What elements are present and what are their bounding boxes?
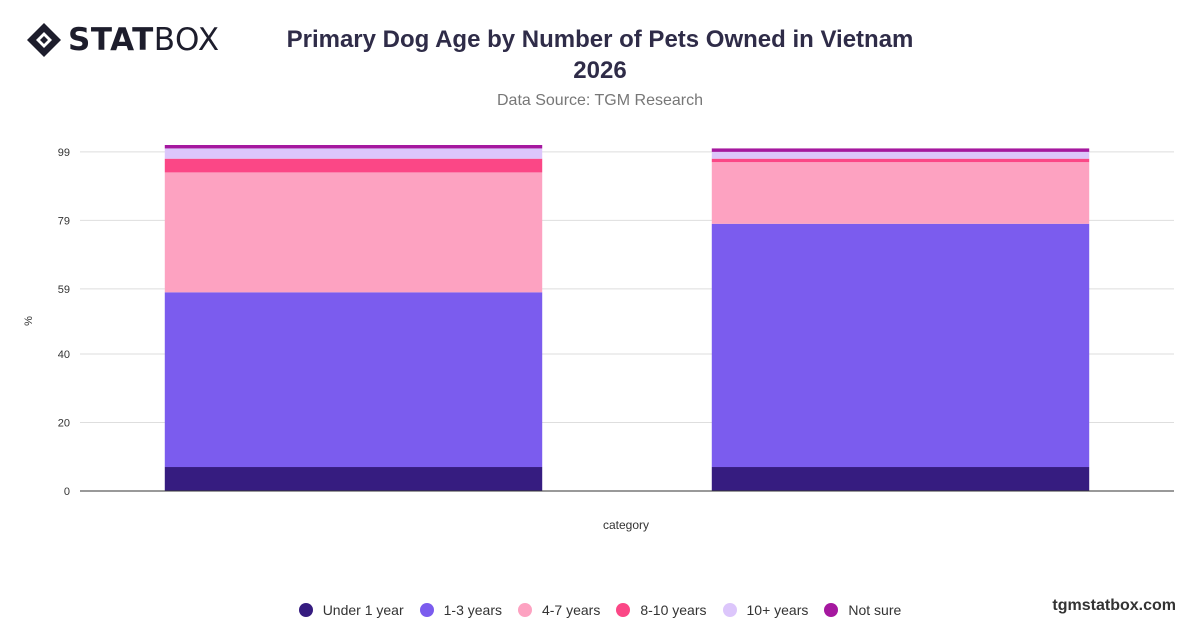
website-watermark[interactable]: tgmstatbox.com xyxy=(1052,597,1176,614)
legend-marker xyxy=(298,603,313,617)
legend-label: Under 1 year xyxy=(322,602,404,618)
chart-title: Primary Dog Age by Number of Pets Owned … xyxy=(200,24,1000,86)
y-tick-label: 40 xyxy=(58,349,70,361)
logo-text: STATBOX xyxy=(68,21,220,58)
x-axis-label: category xyxy=(603,518,649,532)
bar-segment xyxy=(711,467,1090,491)
logo-text-bold: STAT xyxy=(68,21,154,58)
chart-legend: Under 1 year 1-3 years 4-7 years 8-10 years… xyxy=(0,602,1200,618)
chart-title-line-1: Primary Dog Age by Number of Pets Owned … xyxy=(286,26,914,53)
y-tick-label: 20 xyxy=(58,417,70,429)
y-tick-label: 59 xyxy=(58,284,70,296)
diamond-logo-icon xyxy=(27,23,61,57)
legend-marker xyxy=(419,603,434,617)
bar-segment xyxy=(711,158,1090,163)
legend-label: 10+ years xyxy=(746,602,809,618)
bar-segment xyxy=(164,292,543,468)
bar-segment xyxy=(711,151,1090,159)
legend-item[interactable]: 1-3 years xyxy=(419,602,502,618)
y-tick-label: 0 xyxy=(64,486,70,498)
bar-segment xyxy=(164,467,543,491)
y-tick-label: 79 xyxy=(58,215,70,227)
legend-marker xyxy=(517,603,532,617)
legend-label: 1-3 years xyxy=(443,602,502,618)
bar-segment xyxy=(711,223,1090,468)
chart-title-line-2: 2026 xyxy=(573,57,627,84)
legend-marker xyxy=(824,603,839,617)
bar-segment xyxy=(164,148,543,159)
bar-segment xyxy=(711,148,1090,152)
legend-item[interactable]: Under 1 year xyxy=(298,602,404,618)
bar-segment xyxy=(711,162,1090,224)
bar-segment xyxy=(164,172,543,293)
chart-subtitle: Data Source: TGM Research xyxy=(496,92,703,109)
legend-label: 4-7 years xyxy=(541,602,601,618)
statbox-logo[interactable]: STATBOX xyxy=(26,22,220,58)
legend-marker xyxy=(722,603,737,617)
y-tick-label: 99 xyxy=(58,147,70,159)
legend-label: Not sure xyxy=(848,602,902,618)
bar-segment xyxy=(164,158,543,173)
y-axis-label: % xyxy=(23,316,35,326)
legend-item[interactable]: 10+ years xyxy=(722,602,809,618)
legend-label: 8-10 years xyxy=(640,602,707,618)
legend-item[interactable]: 4-7 years xyxy=(517,602,601,618)
bar-segment xyxy=(164,145,543,149)
logo-text-light: BOX xyxy=(153,21,220,58)
legend-marker xyxy=(616,603,631,617)
legend-item[interactable]: 8-10 years xyxy=(616,602,707,618)
legend-item[interactable]: Not sure xyxy=(824,602,901,618)
